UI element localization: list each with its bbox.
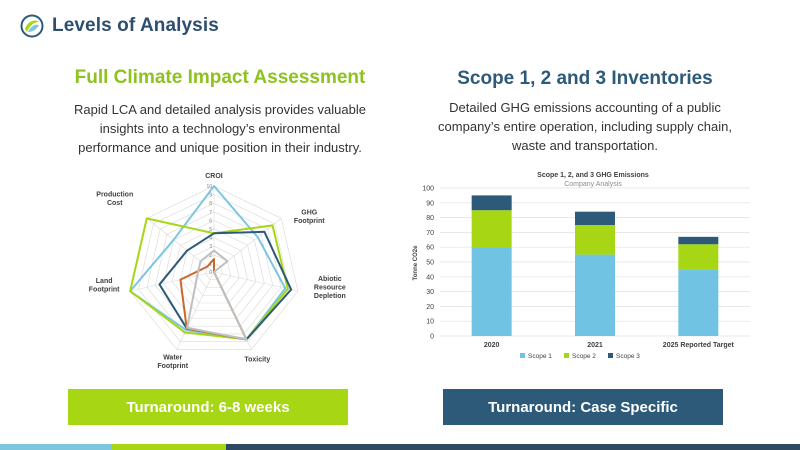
radar-spoke bbox=[146, 218, 215, 273]
bar-chart-subtitle: Company Analysis bbox=[564, 181, 622, 188]
bar-segment bbox=[678, 244, 719, 270]
radar-axis-label: Land Footprint bbox=[89, 278, 120, 294]
legend-swatch bbox=[564, 353, 569, 358]
right-description-line: company’s entire operation, including su… bbox=[438, 119, 732, 134]
bar-segment bbox=[678, 269, 719, 336]
radar-spoke bbox=[213, 271, 298, 292]
radar-axis-label: Toxicity bbox=[244, 356, 270, 363]
radar-tick-label: 2 bbox=[209, 253, 212, 259]
right-title: Scope 1, 2 and 3 Inventories bbox=[457, 68, 713, 89]
radar-axis-label: CROI bbox=[205, 173, 223, 180]
swirl-logo-icon bbox=[20, 14, 44, 38]
y-axis-label: Tonne CO2e bbox=[413, 245, 419, 281]
brand-logo[interactable]: Levels of Analysis bbox=[20, 14, 219, 38]
left-turnaround-banner: Turnaround: 6-8 weeks bbox=[68, 389, 348, 425]
radar-chart: 0 1 2 3 4 5 6 7 8 9 10 CROI GHG Footprint Abiotic Reso… bbox=[89, 173, 346, 370]
legend-label: Scope 1 bbox=[528, 353, 552, 360]
bar-segment bbox=[575, 254, 615, 336]
y-tick-label: 50 bbox=[426, 260, 434, 267]
right-description-line: Detailed GHG emissions accounting of a p… bbox=[449, 100, 721, 115]
radar-tick-label: 6 bbox=[209, 218, 212, 224]
x-tick-label: 2021 bbox=[587, 342, 603, 349]
y-tick-label: 0 bbox=[430, 334, 434, 341]
radar-axis-label: Production Cost bbox=[96, 191, 133, 207]
legend-label: Scope 3 bbox=[616, 353, 640, 360]
radar-tick-label: 5 bbox=[209, 227, 212, 233]
y-tick-label: 30 bbox=[426, 289, 434, 296]
left-description-line: performance and unique position in their… bbox=[78, 140, 362, 155]
legend-label: Scope 2 bbox=[572, 353, 596, 360]
left-description-line: insights into a technology’s environment… bbox=[99, 121, 341, 136]
bar-segment bbox=[678, 236, 719, 245]
right-turnaround-banner: Turnaround: Case Specific bbox=[443, 389, 723, 425]
footer-accent-light bbox=[0, 444, 112, 450]
radar-axis-label: Water Footprint bbox=[157, 354, 188, 370]
radar-tick-label: 9 bbox=[209, 193, 212, 199]
bar-segment bbox=[471, 210, 512, 248]
radar-tick-label: 3 bbox=[209, 244, 212, 250]
radar-grid-ring bbox=[138, 194, 290, 343]
radar-axis-label: GHG Footprint bbox=[294, 209, 325, 225]
radar-tick-label: 1 bbox=[209, 261, 212, 267]
bar-chart-title: Scope 1, 2, and 3 GHG Emissions bbox=[537, 172, 649, 179]
radar-grid-ring bbox=[171, 228, 257, 312]
footer-accent-green bbox=[112, 444, 226, 450]
y-tick-label: 40 bbox=[426, 274, 434, 281]
right-description-line: waste and transportation. bbox=[512, 138, 658, 153]
brand-name: Levels of Analysis bbox=[52, 15, 219, 36]
legend-swatch bbox=[520, 353, 525, 358]
radar-tick-label: 8 bbox=[209, 201, 212, 207]
y-tick-label: 70 bbox=[426, 230, 434, 237]
bar-segment bbox=[471, 247, 512, 336]
bar-segment bbox=[471, 195, 512, 211]
footer-accent-dark bbox=[226, 444, 800, 450]
radar-grid-ring bbox=[188, 245, 240, 296]
left-description: Rapid LCA and detailed analysis provides… bbox=[40, 100, 400, 157]
right-description: Detailed GHG emissions accounting of a p… bbox=[400, 98, 770, 155]
radar-tick-label: 7 bbox=[209, 210, 212, 216]
radar-tick-label: 0 bbox=[209, 270, 212, 276]
radar-grid-ring bbox=[163, 220, 265, 319]
stacked-bar-chart: Scope 1, 2, and 3 GHG Emissions Company … bbox=[413, 172, 750, 360]
radar-series-line bbox=[129, 217, 289, 341]
radar-spoke bbox=[130, 271, 215, 292]
radar-series-line bbox=[186, 249, 248, 341]
radar-grid-ring bbox=[180, 237, 248, 304]
y-tick-label: 90 bbox=[426, 200, 434, 207]
y-tick-label: 10 bbox=[426, 319, 434, 326]
y-tick-label: 80 bbox=[426, 215, 434, 222]
y-tick-label: 20 bbox=[426, 304, 434, 311]
radar-axis-label: Abiotic Resource Depletion bbox=[314, 276, 346, 300]
radar-series-line bbox=[158, 230, 293, 341]
x-tick-label: 2025 Reported Target bbox=[663, 342, 735, 349]
x-tick-label: 2020 bbox=[484, 342, 500, 349]
left-title: Full Climate Impact Assessment bbox=[74, 67, 366, 88]
bar-segment bbox=[575, 211, 615, 225]
radar-tick-label: 4 bbox=[209, 236, 212, 242]
radar-spoke bbox=[176, 271, 215, 350]
radar-tick-label: 10 bbox=[206, 184, 212, 190]
radar-grid-ring bbox=[154, 211, 274, 327]
left-description-line: Rapid LCA and detailed analysis provides… bbox=[74, 102, 366, 117]
bar-segment bbox=[575, 225, 615, 255]
y-tick-label: 60 bbox=[426, 245, 434, 252]
y-tick-label: 100 bbox=[422, 186, 434, 193]
legend-swatch bbox=[608, 353, 613, 358]
